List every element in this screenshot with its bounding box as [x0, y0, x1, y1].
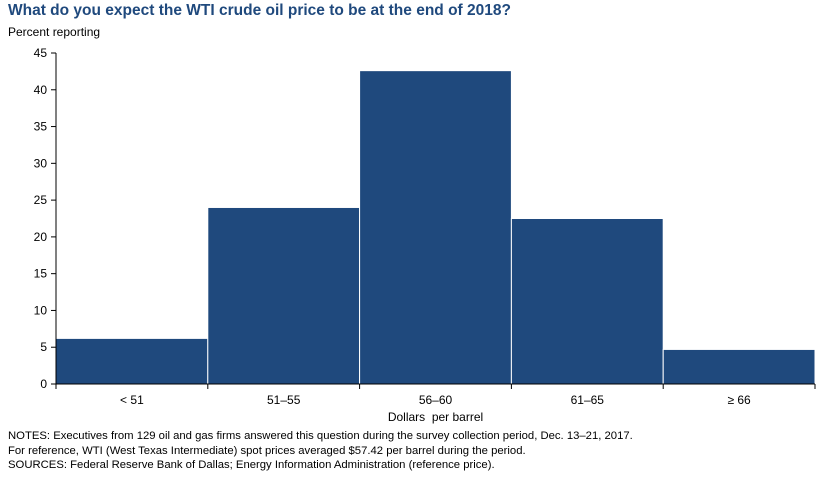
y-axis: 0 5 10 15 20 25 30 35 40 45: [34, 46, 57, 391]
y-tick-label: 10: [34, 303, 48, 317]
x-tick-label: < 51: [120, 393, 144, 407]
notes-block: NOTES: Executives from 129 oil and gas f…: [8, 429, 820, 473]
notes-line: For reference, WTI (West Texas Intermedi…: [8, 444, 526, 457]
x-tick-label: ≥ 66: [727, 393, 751, 407]
bar-0: [55, 337, 209, 385]
x-axis-title: Dollars per barrel: [388, 410, 483, 424]
sources-line: SOURCES: Federal Reserve Bank of Dallas;…: [8, 459, 495, 471]
chart-title: What do you expect the WTI crude oil pri…: [8, 2, 511, 19]
x-tick-label: 51–55: [267, 393, 301, 407]
x-tick-label: 61–65: [571, 393, 605, 407]
bars-group: [55, 70, 816, 385]
y-tick-label: 45: [34, 46, 48, 60]
bar-1: [207, 206, 361, 385]
notes-line: NOTES: Executives from 129 oil and gas f…: [8, 430, 633, 442]
chart-plot: 0 5 10 15 20 25 30 35 40 45 < 51 51–55 56–60 61–65 ≥ …: [34, 46, 816, 424]
x-tick-label: 56–60: [419, 393, 453, 407]
bar-2: [359, 70, 512, 385]
bar-3: [510, 218, 664, 385]
y-tick-label: 20: [34, 230, 48, 244]
y-tick-label: 25: [34, 193, 48, 207]
y-axis-unit-label: Percent reporting: [8, 25, 101, 39]
y-tick-label: 40: [34, 83, 48, 97]
x-axis: < 51 51–55 56–60 61–65 ≥ 66: [55, 383, 816, 407]
y-tick-label: 5: [40, 340, 47, 354]
y-tick-label: 15: [34, 267, 48, 281]
y-tick-label: 35: [34, 120, 48, 134]
bar-4: [662, 348, 816, 385]
y-tick-label: 30: [34, 156, 48, 170]
y-tick-label: 0: [40, 377, 47, 391]
